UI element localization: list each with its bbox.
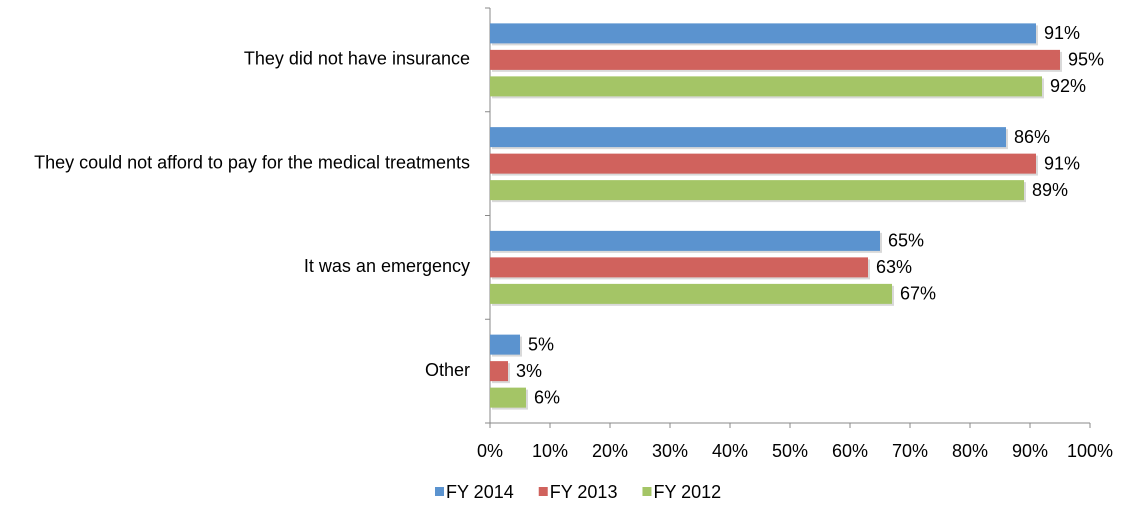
- value-label: 65%: [888, 231, 924, 251]
- x-tick-label: 90%: [1012, 441, 1048, 461]
- bar: [490, 387, 526, 408]
- x-tick-label: 50%: [772, 441, 808, 461]
- x-tick-label: 0%: [477, 441, 503, 461]
- value-label: 91%: [1044, 153, 1080, 173]
- bar: [490, 76, 1042, 97]
- bar: [490, 23, 1036, 44]
- x-tick-label: 80%: [952, 441, 988, 461]
- x-tick-label: 100%: [1067, 441, 1113, 461]
- x-tick-label: 70%: [892, 441, 928, 461]
- bar: [490, 257, 868, 278]
- bar: [490, 49, 1060, 70]
- value-label: 95%: [1068, 50, 1104, 70]
- value-label: 67%: [900, 284, 936, 304]
- category-label: Other: [425, 360, 470, 380]
- bar: [490, 127, 1006, 148]
- x-tick-label: 60%: [832, 441, 868, 461]
- bar: [490, 361, 508, 382]
- value-label: 91%: [1044, 23, 1080, 43]
- legend-label: FY 2013: [550, 482, 618, 502]
- value-label: 5%: [528, 334, 554, 354]
- x-tick-label: 10%: [532, 441, 568, 461]
- value-label: 92%: [1050, 76, 1086, 96]
- legend-swatch: [435, 487, 444, 496]
- category-label: They could not afford to pay for the med…: [34, 152, 470, 172]
- bar: [490, 334, 520, 355]
- value-label: 3%: [516, 361, 542, 381]
- value-label: 6%: [534, 387, 560, 407]
- category-label: They did not have insurance: [244, 49, 470, 69]
- x-tick-label: 40%: [712, 441, 748, 461]
- legend-swatch: [538, 487, 548, 496]
- bar: [490, 153, 1036, 174]
- legend-swatch: [642, 487, 652, 496]
- x-tick-label: 20%: [592, 441, 628, 461]
- bar: [490, 180, 1024, 201]
- value-label: 63%: [876, 257, 912, 277]
- bar: [490, 283, 892, 304]
- category-label: It was an emergency: [304, 256, 470, 276]
- legend-label: FY 2012: [653, 482, 721, 502]
- bar: [490, 230, 880, 251]
- x-tick-label: 30%: [652, 441, 688, 461]
- legend-label: FY 2014: [446, 482, 514, 502]
- value-label: 86%: [1014, 127, 1050, 147]
- value-label: 89%: [1032, 180, 1068, 200]
